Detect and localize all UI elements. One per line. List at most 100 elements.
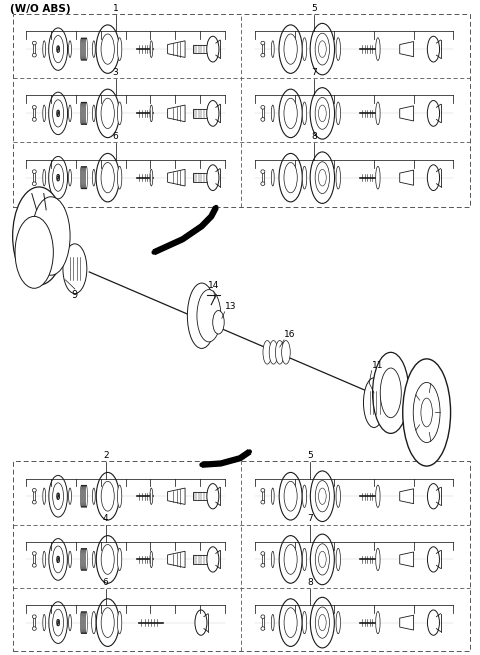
Ellipse shape	[101, 481, 114, 511]
Ellipse shape	[279, 89, 302, 138]
Text: (W/O ABS): (W/O ABS)	[10, 4, 71, 14]
Bar	[262, 553, 264, 565]
Ellipse shape	[376, 485, 380, 508]
Ellipse shape	[84, 102, 85, 124]
Ellipse shape	[284, 481, 297, 511]
Bar	[33, 107, 36, 119]
Ellipse shape	[32, 170, 36, 174]
Text: 6: 6	[103, 578, 108, 587]
Ellipse shape	[43, 488, 46, 504]
Ellipse shape	[57, 493, 59, 496]
Ellipse shape	[84, 611, 86, 634]
Polygon shape	[400, 170, 414, 185]
Ellipse shape	[53, 100, 64, 127]
Text: 4: 4	[103, 514, 108, 523]
Ellipse shape	[49, 602, 67, 643]
Text: 11: 11	[372, 361, 383, 370]
Text: 13: 13	[225, 302, 236, 311]
Ellipse shape	[32, 41, 36, 45]
Ellipse shape	[84, 166, 85, 189]
Ellipse shape	[195, 610, 207, 635]
Ellipse shape	[118, 611, 122, 634]
Ellipse shape	[261, 118, 265, 121]
Ellipse shape	[80, 102, 83, 124]
Ellipse shape	[96, 599, 119, 646]
Ellipse shape	[261, 53, 265, 57]
Ellipse shape	[118, 102, 122, 124]
Ellipse shape	[83, 102, 84, 124]
Ellipse shape	[58, 176, 60, 179]
Ellipse shape	[311, 534, 335, 585]
Ellipse shape	[315, 162, 330, 194]
Ellipse shape	[43, 41, 46, 58]
Ellipse shape	[282, 341, 290, 364]
Ellipse shape	[421, 398, 432, 427]
Ellipse shape	[84, 38, 86, 60]
Ellipse shape	[261, 615, 265, 618]
Ellipse shape	[82, 485, 84, 508]
Ellipse shape	[403, 359, 451, 466]
Ellipse shape	[428, 610, 439, 635]
Ellipse shape	[319, 614, 326, 631]
Polygon shape	[168, 488, 185, 504]
Ellipse shape	[276, 341, 284, 364]
Bar	[262, 491, 264, 502]
Ellipse shape	[336, 38, 340, 60]
Ellipse shape	[315, 544, 329, 575]
Ellipse shape	[261, 627, 265, 630]
Ellipse shape	[49, 476, 67, 517]
Ellipse shape	[279, 153, 302, 202]
Bar	[193, 109, 207, 118]
Ellipse shape	[269, 341, 278, 364]
Ellipse shape	[101, 544, 114, 574]
Ellipse shape	[32, 196, 70, 275]
Ellipse shape	[207, 483, 219, 509]
Ellipse shape	[310, 152, 335, 204]
Ellipse shape	[53, 35, 64, 63]
Ellipse shape	[376, 166, 380, 189]
Ellipse shape	[92, 611, 96, 634]
Ellipse shape	[207, 547, 219, 572]
Bar	[33, 491, 36, 502]
Ellipse shape	[49, 538, 67, 580]
Ellipse shape	[96, 153, 120, 202]
Ellipse shape	[57, 560, 59, 563]
Ellipse shape	[427, 165, 440, 191]
Ellipse shape	[57, 110, 60, 113]
Ellipse shape	[150, 170, 153, 186]
Ellipse shape	[363, 378, 384, 428]
Ellipse shape	[271, 614, 274, 631]
Ellipse shape	[69, 552, 72, 568]
Ellipse shape	[213, 310, 224, 334]
Ellipse shape	[376, 38, 380, 60]
Ellipse shape	[12, 187, 65, 285]
Ellipse shape	[284, 98, 297, 128]
Ellipse shape	[315, 481, 329, 512]
Ellipse shape	[310, 24, 335, 75]
Ellipse shape	[83, 166, 84, 189]
Bar	[33, 616, 36, 629]
Ellipse shape	[284, 34, 297, 64]
Text: 1: 1	[113, 4, 119, 13]
Polygon shape	[168, 41, 185, 58]
Ellipse shape	[279, 599, 302, 646]
Ellipse shape	[82, 102, 84, 124]
Ellipse shape	[43, 552, 46, 568]
Ellipse shape	[53, 609, 63, 636]
Ellipse shape	[58, 621, 60, 624]
Ellipse shape	[302, 38, 307, 60]
Text: 7: 7	[308, 514, 313, 523]
Ellipse shape	[380, 368, 401, 418]
Ellipse shape	[187, 283, 216, 348]
Ellipse shape	[271, 41, 274, 58]
Ellipse shape	[336, 611, 340, 634]
Ellipse shape	[96, 536, 119, 583]
Ellipse shape	[32, 118, 36, 121]
Ellipse shape	[376, 102, 380, 124]
Ellipse shape	[318, 170, 326, 186]
Ellipse shape	[271, 105, 274, 122]
Ellipse shape	[32, 105, 36, 109]
Ellipse shape	[413, 383, 440, 443]
Ellipse shape	[80, 166, 83, 189]
Text: 8: 8	[312, 132, 317, 141]
